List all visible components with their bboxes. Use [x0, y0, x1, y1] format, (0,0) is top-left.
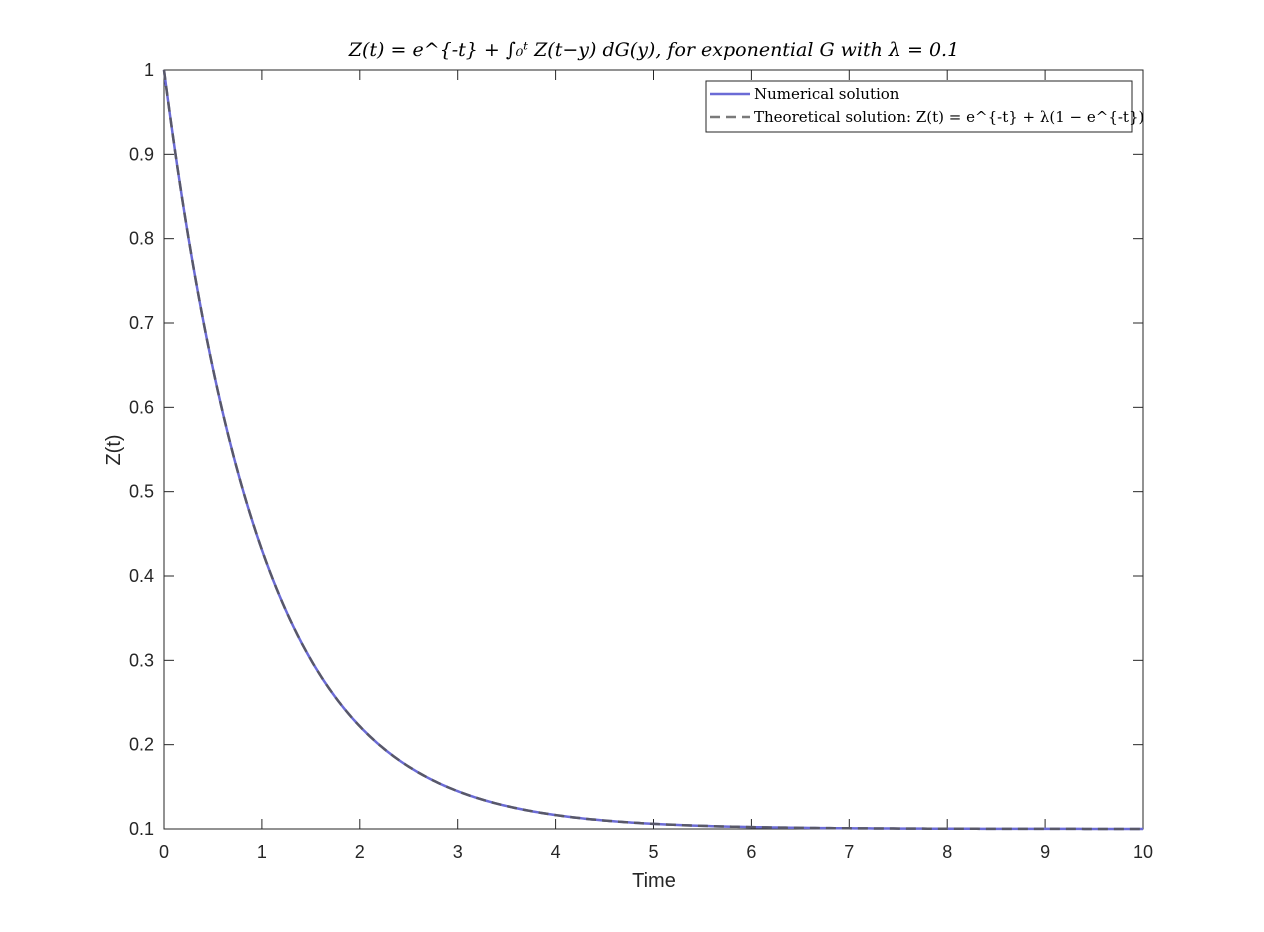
x-tick-label: 7	[844, 842, 854, 862]
plot-area-frame	[163, 69, 1144, 830]
x-tick-label: 3	[453, 842, 463, 862]
x-tick-label: 9	[1040, 842, 1050, 862]
x-tick-label: 10	[1133, 842, 1153, 862]
y-tick-label: 0.5	[129, 482, 154, 502]
y-tick-label: 0.3	[129, 650, 154, 670]
y-tick-label: 0.1	[129, 819, 154, 839]
x-tick-label: 0	[159, 842, 169, 862]
chart-title: Z(t) = e^{-t} + ∫₀ᵗ Z(t−y) dG(y), for ex…	[348, 39, 959, 61]
x-tick-label: 2	[355, 842, 365, 862]
theoretical-solution-line	[162, 69, 1144, 831]
y-tick-label: 0.7	[129, 313, 154, 333]
y-axis: 0.1 0.2 0.3 0.4 0.5 0.6 0.7 0.8 0.9 1	[129, 60, 1143, 839]
legend: Numerical solution Theoretical solution:…	[705, 80, 1144, 133]
x-tick-label: 6	[746, 842, 756, 862]
x-tick-label: 8	[942, 842, 952, 862]
legend-entry-theoretical: Theoretical solution: Z(t) = e^{-t} + λ(…	[754, 108, 1144, 126]
y-tick-label: 0.2	[129, 735, 154, 755]
legend-entry-numerical: Numerical solution	[754, 85, 900, 103]
x-tick-label: 5	[648, 842, 658, 862]
x-tick-label: 1	[257, 842, 267, 862]
y-tick-label: 0.8	[129, 229, 154, 249]
y-tick-label: 1	[144, 60, 154, 80]
x-tick-label: 4	[551, 842, 561, 862]
legend-box	[705, 80, 1133, 133]
x-axis: 0 1 2 3 4 5 6 7 8 9 10	[159, 70, 1153, 862]
y-tick-label: 0.9	[129, 144, 154, 164]
x-axis-label: Time	[632, 870, 676, 892]
y-axis-label: Z(t)	[103, 434, 125, 465]
y-tick-label: 0.4	[129, 566, 154, 586]
numerical-solution-line	[162, 69, 1144, 831]
y-tick-label: 0.6	[129, 397, 154, 417]
